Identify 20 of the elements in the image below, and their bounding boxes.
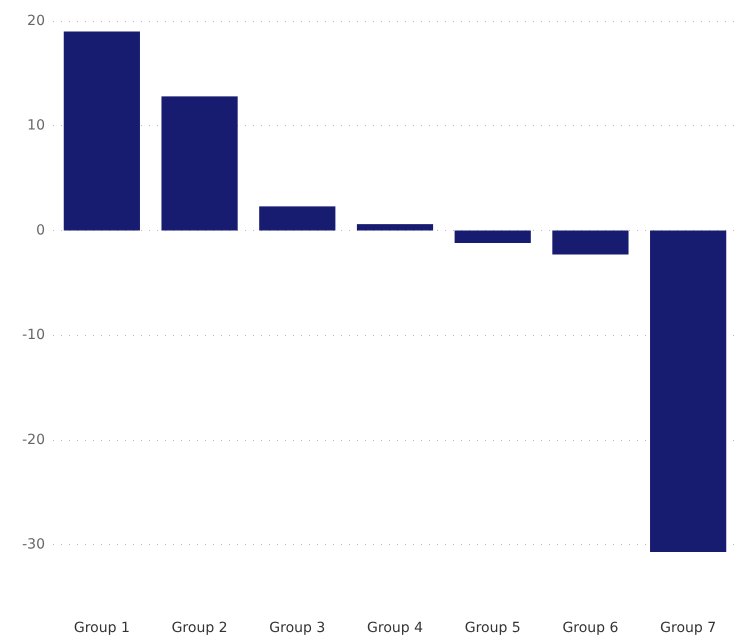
bar [454,230,531,244]
y-tick-label: -20 [22,432,45,448]
bar [356,224,434,230]
y-tick-label: 0 [36,222,45,238]
x-tick-label: Group 3 [269,620,326,636]
bar [552,230,629,255]
y-tick-label: -30 [22,536,45,553]
y-tick-label: 10 [27,118,45,134]
bar [259,206,336,230]
x-tick-label: Group 2 [172,620,228,636]
x-tick-label: Group 4 [367,620,424,636]
bar [161,96,238,230]
bar [64,31,140,230]
x-tick-label: Group 5 [464,620,521,636]
y-tick-label: -10 [22,327,45,344]
x-tick-label: Group 1 [74,620,130,636]
x-tick-label: Group 7 [660,620,716,636]
y-tick-label: 20 [27,13,45,29]
x-tick-label: Group 6 [562,620,619,636]
bar [650,230,726,552]
